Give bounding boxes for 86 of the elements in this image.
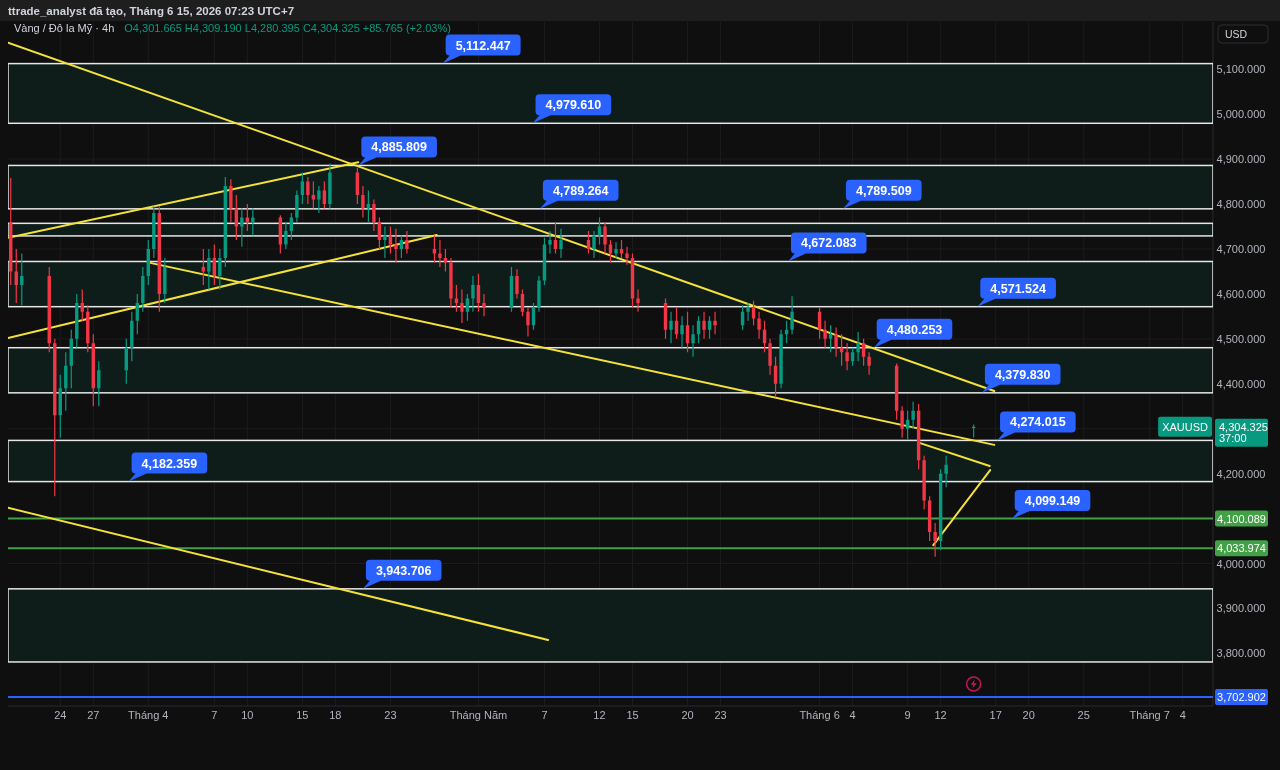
x-tick-label: 18 xyxy=(329,709,342,721)
candlestick xyxy=(790,296,794,335)
x-tick-label: 7 xyxy=(541,709,548,721)
annotation: 4,480.253 xyxy=(886,322,943,337)
y-tick-label: 4,000.000 xyxy=(1216,557,1266,570)
x-tick-label: 7 xyxy=(211,709,218,721)
annotation: 4,979.610 xyxy=(545,98,602,113)
candlestick xyxy=(460,289,464,324)
candlestick xyxy=(680,316,684,348)
annotation: 5,112.447 xyxy=(455,38,511,53)
x-tick-label: 27 xyxy=(87,709,100,721)
x-tick-label: 23 xyxy=(384,709,397,721)
x-tick-label: 12 xyxy=(593,709,606,721)
text: 37:00 xyxy=(1219,431,1247,444)
candlestick xyxy=(449,257,453,308)
candlestick xyxy=(823,320,827,348)
x-tick-label: 4 xyxy=(849,709,856,721)
candlestick xyxy=(636,289,640,312)
candlestick xyxy=(746,302,750,321)
y-tick-label: 4,800.000 xyxy=(1216,198,1266,211)
x-tick-label: 25 xyxy=(1077,709,1090,721)
y-tick-label: 5,100.000 xyxy=(1216,63,1266,76)
candlestick xyxy=(702,311,706,339)
x-tick-label: 10 xyxy=(241,709,254,721)
x-tick-label: Tháng 7 xyxy=(1129,709,1170,721)
x-tick-label: Tháng 6 xyxy=(799,709,840,721)
y-tick-label: 3,800.000 xyxy=(1216,647,1266,660)
annotation: 4,099.149 xyxy=(1024,493,1081,508)
x-tick-label: 12 xyxy=(934,709,947,721)
x-tick-label: 9 xyxy=(904,709,911,721)
y-axis-title: USD xyxy=(1225,28,1248,40)
annotation: 4,672.083 xyxy=(800,236,857,251)
y-tick-label: 4,400.000 xyxy=(1216,377,1266,390)
x-tick-label: 15 xyxy=(626,709,639,721)
candlestick xyxy=(405,230,409,254)
candlestick xyxy=(603,221,607,254)
candlestick xyxy=(537,275,541,312)
candlestick xyxy=(614,242,618,258)
candlestick xyxy=(691,325,695,357)
x-tick-label: 20 xyxy=(681,709,694,721)
candlestick xyxy=(625,246,629,265)
annotation: 3,943.706 xyxy=(375,563,432,578)
candlestick xyxy=(713,311,717,335)
y-tick-label: 4,200.000 xyxy=(1216,467,1266,480)
candlestick xyxy=(383,226,387,258)
annotation: 4,379.830 xyxy=(994,367,1051,382)
candlestick xyxy=(768,338,772,375)
y-tick-label: 5,000.000 xyxy=(1216,108,1266,121)
y-tick-label: 4,900.000 xyxy=(1216,153,1266,166)
candlestick xyxy=(834,327,838,357)
y-tick-label: 4,700.000 xyxy=(1216,242,1266,255)
chart-subtitle: O4,301.665 H4,309.190 L4,280.395 C4,304.325 +85.765 (+2.03%) xyxy=(124,22,451,34)
candlestick xyxy=(757,311,761,339)
candlestick xyxy=(471,275,475,312)
text: 4,304.325 xyxy=(1219,420,1268,433)
x-tick-label: 24 xyxy=(54,709,67,721)
x-tick-label: 20 xyxy=(1022,709,1035,721)
candlestick xyxy=(482,293,486,317)
x-tick-label: 4 xyxy=(1179,709,1186,721)
candlestick xyxy=(394,228,398,263)
y-tick-label: 4,600.000 xyxy=(1216,287,1266,300)
candlestick xyxy=(845,343,849,371)
y-tick-label: 3,900.000 xyxy=(1216,602,1266,615)
candlestick xyxy=(548,230,552,254)
annotation: 4,274.015 xyxy=(1010,415,1066,430)
annotation: 4,789.509 xyxy=(855,183,912,198)
chart-title: Vàng / Đô la Mỹ · 4h xyxy=(14,22,115,34)
x-tick-label: 17 xyxy=(989,709,1002,721)
y-tick-label: 4,500.000 xyxy=(1216,332,1266,345)
annotation: 4,789.264 xyxy=(552,183,609,198)
candlestick xyxy=(438,239,442,267)
x-tick-label: 15 xyxy=(296,709,309,721)
x-tick-label: Tháng Năm xyxy=(449,709,508,721)
annotation: 4,182.359 xyxy=(141,456,198,471)
text: ttrade_analyst đã tạo, Tháng 6 15, 2026 07:23 UTC+7 xyxy=(8,5,295,18)
candlestick xyxy=(559,228,563,258)
candlestick xyxy=(779,329,783,389)
annotation: 4,571.524 xyxy=(990,281,1046,296)
candlestick xyxy=(526,307,530,337)
candlestick xyxy=(515,269,519,299)
candlestick xyxy=(669,311,673,344)
annotation: 4,885.809 xyxy=(371,140,427,155)
x-tick-label: 23 xyxy=(714,709,727,721)
candlestick xyxy=(372,199,376,231)
x-tick-label: Tháng 4 xyxy=(128,709,169,721)
candlestick xyxy=(592,230,596,258)
